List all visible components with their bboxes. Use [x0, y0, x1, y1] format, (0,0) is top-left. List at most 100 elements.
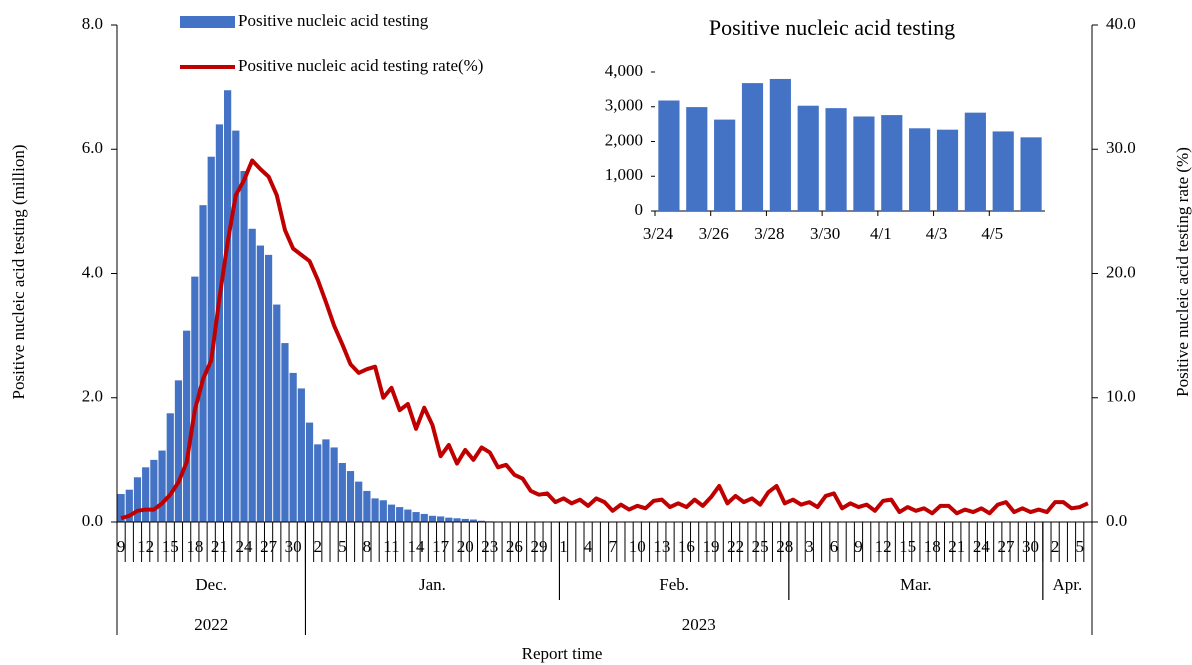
- x-tick-label: 16: [678, 537, 695, 556]
- year-label: 2023: [682, 615, 716, 634]
- x-tick-label: 9: [854, 537, 863, 556]
- bar: [322, 439, 330, 522]
- x-tick-label: 27: [260, 537, 278, 556]
- y-axis-title: Positive nucleic acid testing (million): [9, 145, 28, 400]
- bar: [191, 276, 199, 522]
- x-tick-label: 22: [727, 537, 744, 556]
- x-tick-label: 20: [457, 537, 474, 556]
- y2-tick-label: 10.0: [1106, 387, 1136, 406]
- bar: [346, 471, 355, 522]
- bar: [305, 422, 314, 522]
- x-tick-label: 24: [973, 537, 991, 556]
- x-tick-label: 23: [481, 537, 498, 556]
- x-tick-label: 27: [997, 537, 1015, 556]
- y-tick-label: 3,000: [605, 96, 643, 115]
- x-tick-label: 21: [211, 537, 228, 556]
- legend-label: Positive nucleic acid testing rate(%): [238, 56, 483, 75]
- bar: [142, 467, 150, 522]
- x-tick-label: 21: [948, 537, 965, 556]
- bar: [445, 517, 453, 522]
- bar: [428, 515, 437, 522]
- x-tick-label: 25: [752, 537, 769, 556]
- legend-label: Positive nucleic acid testing: [238, 11, 429, 30]
- bar: [477, 520, 486, 522]
- bar: [371, 498, 379, 522]
- x-tick-label: 24: [235, 537, 253, 556]
- x-tick-label: 19: [703, 537, 720, 556]
- line: [120, 158, 1089, 521]
- month-label: Apr.: [1053, 575, 1083, 594]
- x-tick-label: 4/5: [981, 224, 1003, 243]
- bar: [420, 513, 428, 522]
- bar: [133, 477, 142, 522]
- bar: [387, 504, 396, 522]
- bar: [686, 107, 708, 211]
- bar: [412, 512, 420, 522]
- bar: [379, 500, 387, 522]
- month-label: Feb.: [659, 575, 689, 594]
- bar: [273, 304, 281, 522]
- x-tick-label: 8: [363, 537, 372, 556]
- bar: [936, 129, 959, 211]
- y2-axis-title: Positive nucleic acid testing rate (%): [1173, 147, 1192, 397]
- x-axis-title: Report time: [522, 644, 603, 663]
- bar: [658, 100, 680, 211]
- bar: [264, 254, 273, 523]
- x-tick-label: 7: [608, 537, 617, 556]
- x-tick-label: 13: [653, 537, 670, 556]
- legend-swatch: [180, 16, 235, 28]
- bar: [396, 507, 404, 522]
- bar: [453, 518, 461, 522]
- x-tick-label: 18: [924, 537, 941, 556]
- bar: [714, 119, 736, 211]
- x-tick-label: 18: [186, 537, 203, 556]
- bar: [437, 516, 445, 522]
- bar: [199, 205, 207, 522]
- x-tick-label: 3/26: [699, 224, 729, 243]
- x-tick-label: 6: [830, 537, 839, 556]
- bar: [881, 115, 903, 211]
- bar: [289, 372, 297, 522]
- x-tick-label: 11: [383, 537, 399, 556]
- x-tick-label: 14: [408, 537, 426, 556]
- bar: [207, 156, 215, 522]
- x-tick-label: 2: [313, 537, 322, 556]
- x-tick-label: 29: [530, 537, 547, 556]
- x-tick-label: 30: [1022, 537, 1039, 556]
- bar: [1020, 137, 1042, 211]
- bar: [183, 330, 191, 522]
- bar: [174, 380, 183, 522]
- bar: [330, 447, 338, 522]
- x-tick-label: 4: [584, 537, 593, 556]
- y-tick-label: 0: [635, 200, 644, 219]
- y-tick-label: 4.0: [82, 262, 103, 281]
- x-tick-label: 26: [506, 537, 523, 556]
- bar: [224, 90, 232, 522]
- bar: [281, 343, 289, 522]
- x-tick-label: 9: [117, 537, 126, 556]
- y-tick-label: 0.0: [82, 511, 103, 530]
- month-label: Jan.: [419, 575, 446, 594]
- bar: [166, 413, 174, 522]
- y-tick-label: 4,000: [605, 61, 643, 80]
- year-label: 2022: [194, 615, 228, 634]
- x-tick-label: 15: [899, 537, 916, 556]
- bar: [150, 459, 158, 522]
- bar: [741, 83, 764, 211]
- bar: [232, 130, 240, 523]
- bar: [769, 78, 791, 211]
- bar: [256, 245, 264, 522]
- bar: [964, 112, 986, 211]
- y2-tick-label: 20.0: [1106, 262, 1136, 281]
- x-tick-label: 5: [338, 537, 347, 556]
- bar: [338, 462, 346, 522]
- y-tick-label: 2.0: [82, 387, 103, 406]
- month-label: Mar.: [900, 575, 932, 594]
- bar: [215, 124, 224, 523]
- x-tick-label: 3/30: [810, 224, 840, 243]
- bar: [297, 388, 305, 522]
- bar: [404, 509, 412, 522]
- inset-title: Positive nucleic acid testing: [709, 15, 955, 40]
- y2-tick-label: 40.0: [1106, 14, 1136, 33]
